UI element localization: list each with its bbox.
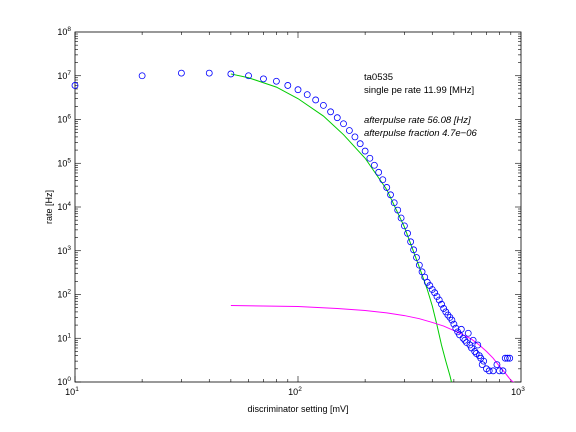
data-point xyxy=(345,127,353,134)
data-point xyxy=(375,168,383,176)
data-point xyxy=(457,325,465,333)
data-point xyxy=(351,133,359,141)
y-tick-label: 105 xyxy=(57,157,71,168)
data-point xyxy=(379,176,387,184)
x-tick-label: 103 xyxy=(511,386,525,397)
data-point xyxy=(394,206,402,214)
y-tick-label: 102 xyxy=(57,289,71,300)
data-point xyxy=(495,367,503,375)
data-point xyxy=(71,82,79,89)
data-point xyxy=(450,320,458,328)
data-point xyxy=(448,316,456,324)
x-tick-label: 101 xyxy=(65,386,79,397)
data-point xyxy=(459,334,467,342)
data-point xyxy=(478,361,486,368)
ticks xyxy=(74,32,521,383)
annotation-afterpulse-rate: afterpulse rate 56.08 [Hz] xyxy=(364,115,471,126)
data-point xyxy=(433,293,441,300)
data-point xyxy=(504,354,511,362)
data-point xyxy=(361,147,369,155)
data-point xyxy=(370,161,378,169)
annotation-afterpulse-fraction: afterpulse fraction 4.7e−06 xyxy=(364,128,477,139)
data-point xyxy=(260,75,267,83)
data-point xyxy=(444,311,452,319)
series-points xyxy=(71,69,514,375)
data-point xyxy=(320,102,327,109)
data-point xyxy=(469,336,477,344)
data-point xyxy=(499,367,507,375)
data-point xyxy=(471,348,479,355)
data-point xyxy=(387,191,394,199)
data-point xyxy=(501,354,509,362)
data-point xyxy=(356,140,364,148)
y-tick-label: 100 xyxy=(57,376,71,387)
data-point xyxy=(485,367,493,375)
y-tick-label: 108 xyxy=(57,26,71,37)
data-point xyxy=(404,229,411,237)
data-point xyxy=(303,91,311,99)
data-point xyxy=(327,108,334,116)
plot-area xyxy=(74,31,522,383)
data-point xyxy=(397,214,405,222)
data-point xyxy=(506,354,514,362)
data-point xyxy=(227,70,235,78)
y-tick-label: 103 xyxy=(57,245,71,256)
data-point xyxy=(272,77,280,85)
data-point xyxy=(440,305,448,312)
annotation-run-id: ta0535 xyxy=(364,72,393,83)
data-point xyxy=(438,300,445,308)
data-point xyxy=(410,246,418,254)
data-point xyxy=(294,86,302,94)
data-point xyxy=(138,72,146,80)
x-tick-label: 102 xyxy=(288,386,302,397)
data-point xyxy=(284,82,292,89)
data-point xyxy=(480,357,488,365)
series-line-1 xyxy=(230,73,453,382)
data-point xyxy=(426,282,434,289)
data-point xyxy=(413,254,420,261)
data-point xyxy=(400,222,408,230)
data-point xyxy=(418,268,426,276)
data-point xyxy=(205,69,213,77)
annotation-single-pe-rate: single pe rate 11.99 [MHz] xyxy=(364,85,474,96)
data-point xyxy=(431,289,439,297)
x-axis-label: discriminator setting [mV] xyxy=(247,404,348,414)
data-point xyxy=(390,199,398,207)
data-point xyxy=(415,261,423,269)
data-point xyxy=(493,361,501,368)
data-point xyxy=(366,154,374,162)
data-point xyxy=(312,96,320,104)
data-point xyxy=(461,336,469,344)
y-tick-label: 106 xyxy=(57,114,71,125)
data-point xyxy=(245,72,252,80)
data-point xyxy=(474,341,482,349)
data-point xyxy=(435,296,443,304)
data-point xyxy=(383,184,391,191)
data-point xyxy=(177,69,185,77)
data-point xyxy=(340,120,347,128)
y-tick-label: 101 xyxy=(57,332,71,343)
y-tick-label: 104 xyxy=(57,201,71,212)
y-axis-label: rate [Hz] xyxy=(44,190,54,224)
y-tick-label: 107 xyxy=(57,70,71,81)
data-point xyxy=(407,238,415,246)
data-point xyxy=(464,329,472,337)
data-point xyxy=(333,114,341,122)
